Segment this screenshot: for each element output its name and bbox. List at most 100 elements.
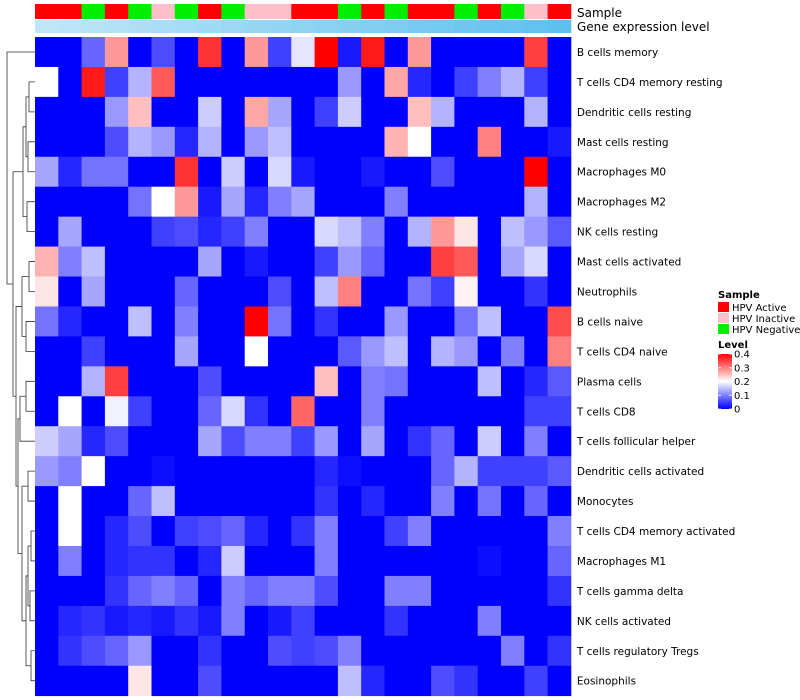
heatmap-cell (477, 486, 502, 517)
heatmap-cell (151, 665, 176, 697)
heatmap-cell (151, 516, 176, 547)
heatmap-cell (454, 516, 479, 547)
heatmap-cell (291, 216, 315, 247)
heatmap-cell (361, 216, 385, 247)
heatmap-cell (431, 516, 455, 547)
heatmap-cell (524, 366, 548, 397)
heatmap-cell (198, 396, 222, 427)
row-label: Monocytes (577, 496, 634, 508)
heatmap-cell (35, 66, 59, 98)
heatmap-cell (454, 156, 479, 188)
heatmap-cell (501, 186, 525, 218)
heatmap-cell (291, 665, 315, 697)
level-colorbar (718, 354, 732, 409)
heatmap-cell (81, 126, 106, 158)
heatmap-cell (128, 575, 152, 607)
heatmap-cell (431, 156, 455, 188)
heatmap-cell (58, 336, 82, 367)
heatmap-cell (58, 156, 82, 188)
heatmap-cell (547, 516, 572, 547)
heatmap-cell (198, 336, 222, 367)
heatmap-cell (454, 336, 479, 367)
sample-annotation-cell (35, 4, 59, 19)
heatmap-cell (58, 575, 82, 607)
heatmap-cell (81, 306, 106, 337)
heatmap-cell (104, 635, 129, 667)
dendrogram-branch (27, 141, 35, 173)
heatmap-cell (221, 486, 246, 517)
heatmap-cell (361, 246, 385, 277)
heatmap-cell (384, 336, 409, 367)
heatmap-cell (337, 96, 362, 128)
heatmap-cell (524, 37, 548, 68)
heatmap-cell (244, 426, 269, 457)
heatmap-cell (314, 635, 339, 667)
heatmap-cell (221, 37, 246, 68)
heatmap-cell (431, 66, 455, 98)
heatmap-cell (454, 186, 479, 218)
heatmap-cell (198, 486, 222, 517)
heatmap-cell (244, 366, 269, 397)
heatmap-cell (291, 126, 315, 158)
row-label: Mast cells resting (577, 137, 669, 149)
heatmap-cell (104, 216, 129, 247)
heatmap-cell (58, 186, 82, 218)
heatmap-cell (477, 336, 502, 367)
heatmap-cell (268, 306, 292, 337)
sample-legend-swatch (718, 302, 729, 312)
heatmap-cell (35, 635, 59, 667)
heatmap-cell (477, 665, 502, 697)
heatmap-cell (501, 396, 525, 427)
heatmap-cell (407, 486, 432, 517)
sample-annotation-cell (104, 4, 129, 19)
heatmap-cell (477, 456, 502, 487)
heatmap-cell (407, 126, 432, 158)
expression-level-cell (174, 20, 199, 33)
heatmap-cell (128, 635, 152, 667)
heatmap-cell (35, 246, 59, 277)
level-tick-label: 0.3 (734, 363, 750, 374)
heatmap-cell (547, 575, 572, 607)
heatmap-cell (268, 545, 292, 577)
heatmap-cell (524, 486, 548, 517)
heatmap-cell (174, 66, 199, 98)
heatmap-cell (151, 37, 176, 68)
heatmap-cell (524, 126, 548, 158)
sample-annotation-cell (244, 4, 269, 19)
heatmap-cell (361, 276, 385, 307)
heatmap-cell (174, 186, 199, 218)
heatmap-cell (128, 276, 152, 307)
heatmap-cell (35, 37, 59, 68)
heatmap-cell (314, 336, 339, 367)
sample-annotation-cell (268, 4, 292, 19)
heatmap-cell (431, 396, 455, 427)
heatmap-cell (407, 216, 432, 247)
heatmap-cell (384, 66, 409, 98)
heatmap-cell (501, 306, 525, 337)
row-label: T cells regulatory Tregs (576, 646, 699, 658)
heatmap-cell (407, 156, 432, 188)
heatmap-cell (547, 605, 572, 637)
heatmap-cell (337, 635, 362, 667)
heatmap-cell (198, 126, 222, 158)
row-label: T cells CD8 (576, 406, 636, 418)
heatmap-cell (314, 396, 339, 427)
heatmap-cell (291, 276, 315, 307)
heatmap-cell (337, 396, 362, 427)
heatmap-cell (221, 216, 246, 247)
heatmap-cell (174, 605, 199, 637)
heatmap-cell (128, 186, 152, 218)
sample-annotation-cell (314, 4, 339, 19)
heatmap-cell (198, 186, 222, 218)
heatmap-cell (361, 336, 385, 367)
heatmap-cell (337, 426, 362, 457)
heatmap-cell (477, 276, 502, 307)
sample-legend-title: Sample (718, 290, 760, 301)
heatmap-cell (151, 575, 176, 607)
heatmap-cell (361, 665, 385, 697)
heatmap-cell (314, 665, 339, 697)
heatmap-cell (244, 186, 269, 218)
heatmap-cell (524, 456, 548, 487)
heatmap-cell (104, 96, 129, 128)
heatmap-cell (221, 516, 246, 547)
